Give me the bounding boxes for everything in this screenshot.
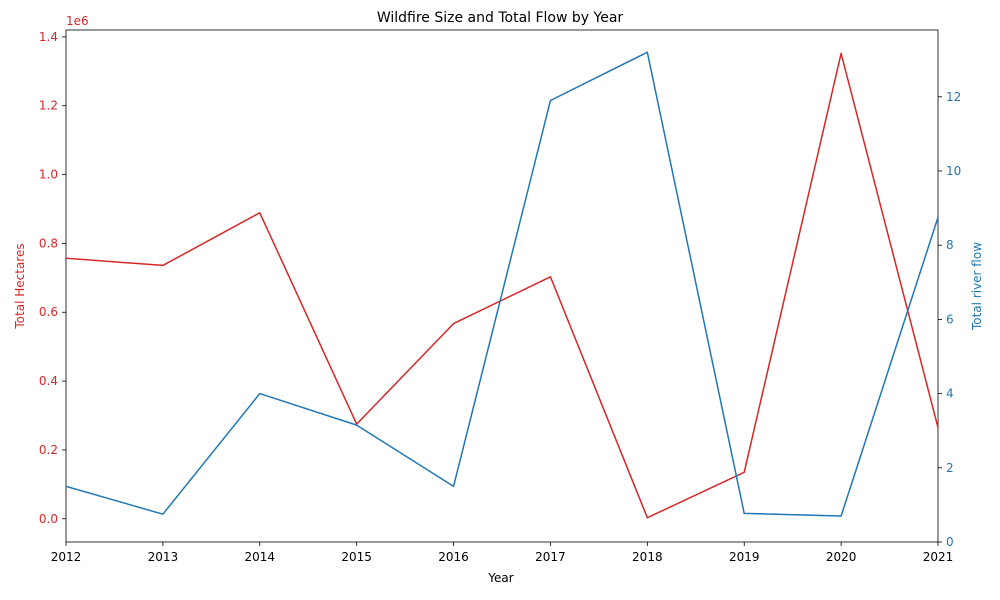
left-tick-label: 0.0 bbox=[39, 512, 58, 526]
hectares-series-line bbox=[65, 52, 939, 519]
x-tick-label: 2019 bbox=[729, 550, 760, 564]
x-tick-label: 2014 bbox=[245, 550, 276, 564]
right-tick-label: 12 bbox=[946, 90, 961, 104]
left-tick-label: 1.0 bbox=[39, 168, 58, 182]
x-tick-label: 2020 bbox=[826, 550, 857, 564]
left-tick-label: 1.4 bbox=[39, 30, 58, 44]
right-tick-label: 2 bbox=[946, 461, 954, 475]
x-axis: 2012 2013 2014 2015 2016 2017 2018 2019 2020 2021 bbox=[51, 542, 954, 564]
x-axis-label: Year bbox=[487, 571, 513, 585]
left-tick-label: 0.6 bbox=[39, 305, 58, 319]
left-tick-label: 0.2 bbox=[39, 443, 58, 457]
chart-title: Wildfire Size and Total Flow by Year bbox=[377, 10, 624, 26]
left-tick-label: 1.2 bbox=[39, 99, 58, 113]
plot-border bbox=[65, 29, 939, 543]
x-tick-label: 2013 bbox=[148, 550, 179, 564]
x-tick-label: 2015 bbox=[341, 550, 372, 564]
left-axis: 0.0 0.2 0.4 0.6 0.8 1.0 1.2 1.4 bbox=[39, 30, 66, 526]
right-axis: 0 2 4 6 8 10 12 bbox=[938, 90, 961, 549]
right-axis-label: Total river flow bbox=[970, 242, 984, 331]
river-flow-series-line bbox=[65, 51, 939, 517]
left-axis-label: Total Hectares bbox=[13, 243, 27, 329]
plot-frame bbox=[65, 29, 939, 543]
series-layer bbox=[65, 51, 939, 519]
right-tick-label: 6 bbox=[946, 312, 954, 326]
x-tick-label: 2021 bbox=[923, 550, 954, 564]
right-tick-label: 4 bbox=[946, 387, 954, 401]
x-tick-label: 2017 bbox=[535, 550, 566, 564]
x-tick-label: 2012 bbox=[51, 550, 82, 564]
x-tick-label: 2018 bbox=[632, 550, 663, 564]
left-tick-label: 0.8 bbox=[39, 236, 58, 250]
left-axis-multiplier: 1e6 bbox=[66, 14, 89, 28]
right-tick-label: 0 bbox=[946, 535, 954, 549]
left-tick-label: 0.4 bbox=[39, 374, 58, 388]
right-tick-label: 8 bbox=[946, 238, 954, 252]
x-tick-label: 2016 bbox=[438, 550, 469, 564]
right-tick-label: 10 bbox=[946, 164, 961, 178]
